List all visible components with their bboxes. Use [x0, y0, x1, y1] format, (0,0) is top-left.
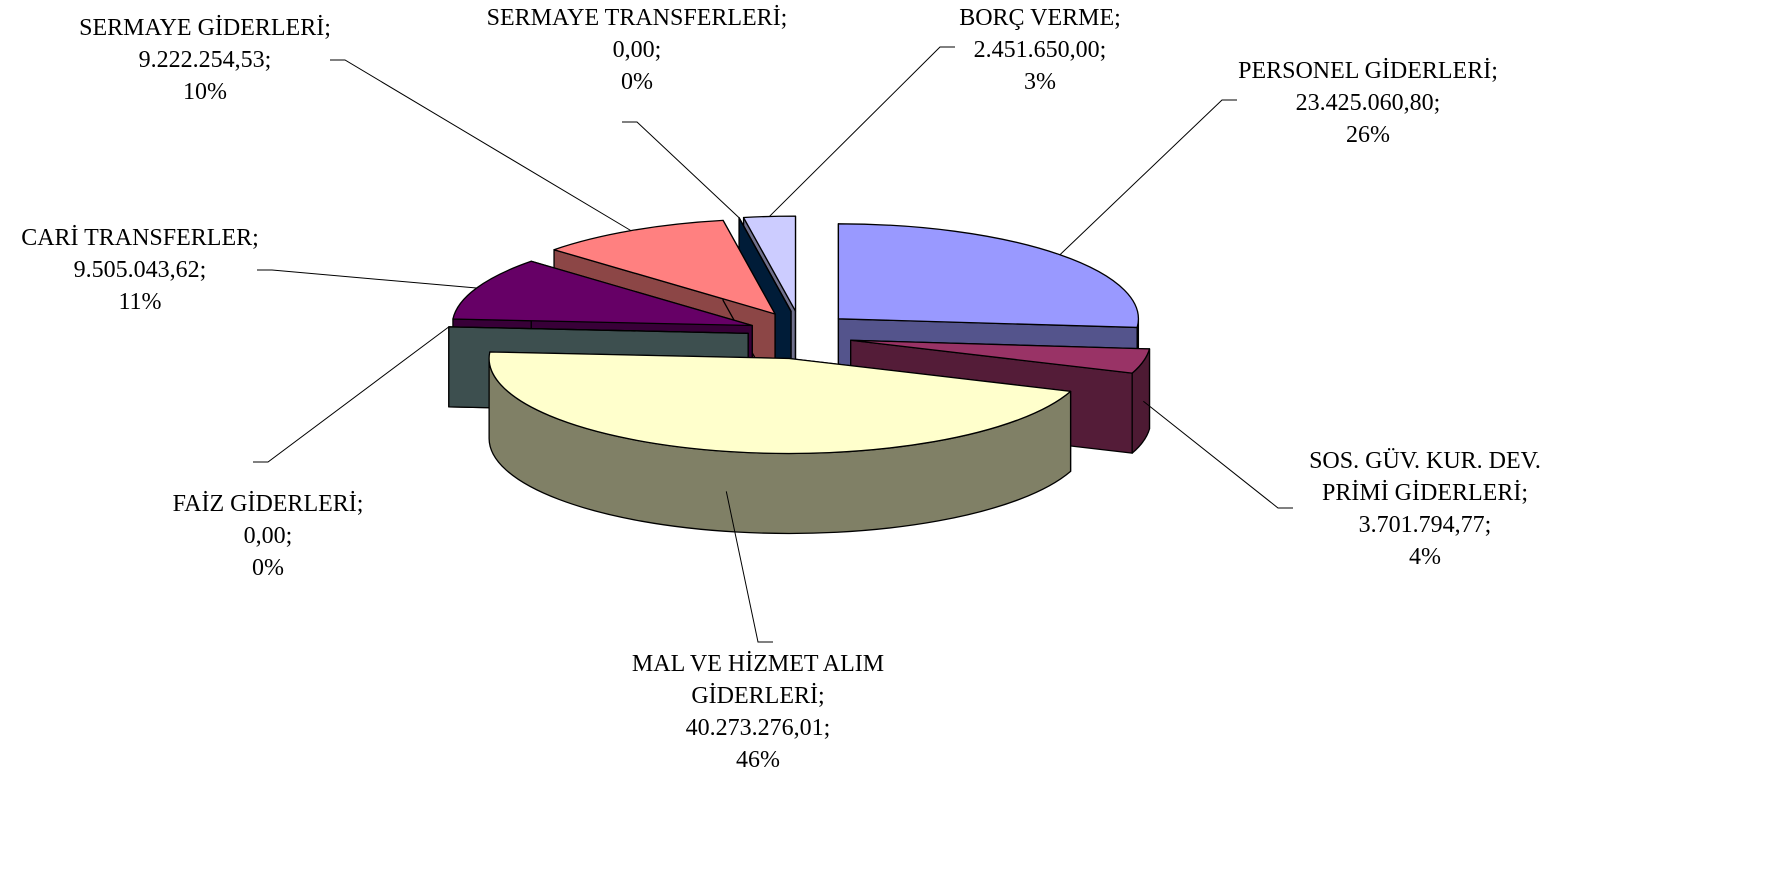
data-label: MAL VE HİZMET ALIM GİDERLERİ; 40.273.276,…: [598, 648, 918, 776]
data-label: SERMAYE GİDERLERİ; 9.222.254,53; 10%: [45, 12, 365, 108]
label-line: MAL VE HİZMET ALIM GİDERLERİ;: [631, 651, 885, 709]
label-line: 3%: [1024, 69, 1056, 95]
label-line: SERMAYE TRANSFERLERİ;: [486, 5, 788, 31]
label-line: 9.222.254,53;: [138, 47, 272, 73]
leader-line: [1059, 99, 1237, 256]
leader-line: [1143, 400, 1293, 509]
slice: [553, 219, 776, 315]
leader-line: [257, 269, 477, 289]
label-line: 40.273.276,01;: [685, 715, 831, 741]
label-line: 3.701.794,77;: [1358, 512, 1492, 538]
data-label: BORÇ VERME; 2.451.650,00; 3%: [910, 2, 1170, 98]
label-line: 4%: [1409, 544, 1441, 570]
leader-line: [253, 326, 450, 463]
slice: [837, 223, 1140, 329]
label-line: CARİ TRANSFERLER;: [21, 225, 259, 251]
data-label: PERSONEL GİDERLERİ; 23.425.060,80; 26%: [1218, 55, 1518, 151]
label-line: 11%: [118, 289, 162, 315]
label-line: 0%: [621, 69, 653, 95]
label-line: 23.425.060,80;: [1295, 90, 1441, 116]
label-line: 46%: [736, 747, 780, 773]
slice: [488, 351, 1072, 455]
label-line: 2.451.650,00;: [973, 37, 1107, 63]
label-line: 0,00;: [612, 37, 662, 63]
leader-line: [330, 59, 632, 232]
leader-line: [725, 491, 773, 643]
label-line: SERMAYE GİDERLERİ;: [79, 15, 331, 41]
data-label: FAİZ GİDERLERİ; 0,00; 0%: [138, 488, 398, 584]
label-line: 0%: [252, 555, 284, 581]
slice: [742, 215, 797, 312]
label-line: SOS. GÜV. KUR. DEV. PRİMİ GİDERLERİ;: [1309, 448, 1541, 506]
data-label: SERMAYE TRANSFERLERİ; 0,00; 0%: [457, 2, 817, 98]
label-line: PERSONEL GİDERLERİ;: [1238, 58, 1498, 84]
label-line: 0,00;: [243, 523, 293, 549]
data-label: SOS. GÜV. KUR. DEV. PRİMİ GİDERLERİ; 3.70…: [1275, 445, 1575, 573]
label-line: 26%: [1346, 122, 1390, 148]
slice: [448, 326, 749, 335]
data-label: CARİ TRANSFERLER; 9.505.043,62; 11%: [0, 222, 280, 318]
label-line: 10%: [183, 79, 227, 105]
label-line: BORÇ VERME;: [959, 5, 1121, 31]
slice: [850, 339, 1151, 374]
slice: [452, 260, 753, 327]
leader-line: [769, 46, 955, 217]
label-line: 9.505.043,62;: [73, 257, 207, 283]
leader-line: [622, 121, 740, 219]
label-line: FAİZ GİDERLERİ;: [172, 491, 364, 517]
